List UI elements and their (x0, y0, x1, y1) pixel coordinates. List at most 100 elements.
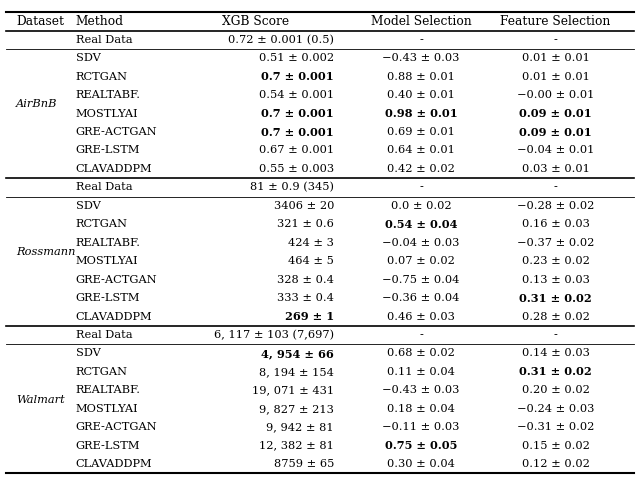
Text: −0.43 ± 0.03: −0.43 ± 0.03 (383, 385, 460, 395)
Text: REALTABF.: REALTABF. (76, 90, 141, 100)
Text: CLAVADDPM: CLAVADDPM (76, 459, 152, 469)
Text: Method: Method (76, 15, 124, 28)
Text: 8, 194 ± 154: 8, 194 ± 154 (259, 367, 334, 377)
Text: Dataset: Dataset (16, 15, 64, 28)
Text: GRE-LSTM: GRE-LSTM (76, 440, 140, 451)
Text: RCTGAN: RCTGAN (76, 367, 127, 377)
Text: GRE-ACTGAN: GRE-ACTGAN (76, 275, 157, 284)
Text: SDV: SDV (76, 53, 100, 63)
Text: −0.28 ± 0.02: −0.28 ± 0.02 (517, 201, 594, 211)
Text: 0.7 ± 0.001: 0.7 ± 0.001 (261, 127, 334, 138)
Text: 0.14 ± 0.03: 0.14 ± 0.03 (522, 348, 589, 358)
Text: 0.7 ± 0.001: 0.7 ± 0.001 (261, 71, 334, 82)
Text: −0.43 ± 0.03: −0.43 ± 0.03 (383, 53, 460, 63)
Text: 0.75 ± 0.05: 0.75 ± 0.05 (385, 440, 458, 451)
Text: SDV: SDV (76, 201, 100, 211)
Text: 0.54 ± 0.04: 0.54 ± 0.04 (385, 219, 458, 230)
Text: 0.42 ± 0.02: 0.42 ± 0.02 (387, 164, 455, 174)
Text: −0.04 ± 0.03: −0.04 ± 0.03 (383, 238, 460, 248)
Text: GRE-ACTGAN: GRE-ACTGAN (76, 422, 157, 432)
Text: -: - (419, 183, 423, 192)
Text: −0.31 ± 0.02: −0.31 ± 0.02 (517, 422, 594, 432)
Text: 0.15 ± 0.02: 0.15 ± 0.02 (522, 440, 589, 451)
Text: 0.51 ± 0.002: 0.51 ± 0.002 (259, 53, 334, 63)
Text: 0.40 ± 0.01: 0.40 ± 0.01 (387, 90, 455, 100)
Text: -: - (554, 35, 557, 45)
Text: GRE-LSTM: GRE-LSTM (76, 145, 140, 156)
Text: 424 ± 3: 424 ± 3 (288, 238, 334, 248)
Text: MOSTLYAI: MOSTLYAI (76, 404, 138, 414)
Text: 0.54 ± 0.001: 0.54 ± 0.001 (259, 90, 334, 100)
Text: −0.04 ± 0.01: −0.04 ± 0.01 (517, 145, 594, 156)
Text: 321 ± 0.6: 321 ± 0.6 (277, 219, 334, 229)
Text: 0.88 ± 0.01: 0.88 ± 0.01 (387, 71, 455, 82)
Text: Rossmann: Rossmann (16, 247, 76, 257)
Text: -: - (419, 35, 423, 45)
Text: -: - (554, 183, 557, 192)
Text: 8759 ± 65: 8759 ± 65 (274, 459, 334, 469)
Text: 0.98 ± 0.01: 0.98 ± 0.01 (385, 108, 458, 119)
Text: 9, 827 ± 213: 9, 827 ± 213 (259, 404, 334, 414)
Text: 0.09 ± 0.01: 0.09 ± 0.01 (519, 108, 592, 119)
Text: RCTGAN: RCTGAN (76, 71, 127, 82)
Text: 0.12 ± 0.02: 0.12 ± 0.02 (522, 459, 589, 469)
Text: Feature Selection: Feature Selection (500, 15, 611, 28)
Text: XGB Score: XGB Score (223, 15, 289, 28)
Text: RCTGAN: RCTGAN (76, 219, 127, 229)
Text: 0.69 ± 0.01: 0.69 ± 0.01 (387, 127, 455, 137)
Text: 0.64 ± 0.01: 0.64 ± 0.01 (387, 145, 455, 156)
Text: REALTABF.: REALTABF. (76, 238, 141, 248)
Text: −0.00 ± 0.01: −0.00 ± 0.01 (517, 90, 594, 100)
Text: CLAVADDPM: CLAVADDPM (76, 164, 152, 174)
Text: 19, 071 ± 431: 19, 071 ± 431 (252, 385, 334, 395)
Text: -: - (554, 330, 557, 340)
Text: 269 ± 1: 269 ± 1 (285, 311, 334, 322)
Text: −0.75 ± 0.04: −0.75 ± 0.04 (383, 275, 460, 284)
Text: Real Data: Real Data (76, 35, 132, 45)
Text: -: - (419, 330, 423, 340)
Text: MOSTLYAI: MOSTLYAI (76, 256, 138, 266)
Text: 0.18 ± 0.04: 0.18 ± 0.04 (387, 404, 455, 414)
Text: 0.72 ± 0.001 (0.5): 0.72 ± 0.001 (0.5) (228, 35, 334, 45)
Text: 333 ± 0.4: 333 ± 0.4 (277, 293, 334, 303)
Text: 0.55 ± 0.003: 0.55 ± 0.003 (259, 164, 334, 174)
Text: 0.07 ± 0.02: 0.07 ± 0.02 (387, 256, 455, 266)
Text: Real Data: Real Data (76, 183, 132, 192)
Text: 464 ± 5: 464 ± 5 (288, 256, 334, 266)
Text: AirBnB: AirBnB (16, 99, 58, 109)
Text: 12, 382 ± 81: 12, 382 ± 81 (259, 440, 334, 451)
Text: −0.11 ± 0.03: −0.11 ± 0.03 (383, 422, 460, 432)
Text: MOSTLYAI: MOSTLYAI (76, 109, 138, 118)
Text: GRE-LSTM: GRE-LSTM (76, 293, 140, 303)
Text: 0.20 ± 0.02: 0.20 ± 0.02 (522, 385, 589, 395)
Text: 0.30 ± 0.04: 0.30 ± 0.04 (387, 459, 455, 469)
Text: 0.67 ± 0.001: 0.67 ± 0.001 (259, 145, 334, 156)
Text: 0.03 ± 0.01: 0.03 ± 0.01 (522, 164, 589, 174)
Text: 0.7 ± 0.001: 0.7 ± 0.001 (261, 108, 334, 119)
Text: 0.01 ± 0.01: 0.01 ± 0.01 (522, 53, 589, 63)
Text: 0.01 ± 0.01: 0.01 ± 0.01 (522, 71, 589, 82)
Text: Model Selection: Model Selection (371, 15, 472, 28)
Text: SDV: SDV (76, 348, 100, 358)
Text: 0.11 ± 0.04: 0.11 ± 0.04 (387, 367, 455, 377)
Text: 328 ± 0.4: 328 ± 0.4 (277, 275, 334, 284)
Text: 4, 954 ± 66: 4, 954 ± 66 (261, 348, 334, 359)
Text: 81 ± 0.9 (345): 81 ± 0.9 (345) (250, 182, 334, 193)
Text: 0.46 ± 0.03: 0.46 ± 0.03 (387, 312, 455, 322)
Text: 9, 942 ± 81: 9, 942 ± 81 (266, 422, 334, 432)
Text: GRE-ACTGAN: GRE-ACTGAN (76, 127, 157, 137)
Text: 0.68 ± 0.02: 0.68 ± 0.02 (387, 348, 455, 358)
Text: Real Data: Real Data (76, 330, 132, 340)
Text: −0.37 ± 0.02: −0.37 ± 0.02 (517, 238, 594, 248)
Text: 0.09 ± 0.01: 0.09 ± 0.01 (519, 127, 592, 138)
Text: −0.24 ± 0.03: −0.24 ± 0.03 (517, 404, 594, 414)
Text: 3406 ± 20: 3406 ± 20 (274, 201, 334, 211)
Text: CLAVADDPM: CLAVADDPM (76, 312, 152, 322)
Text: REALTABF.: REALTABF. (76, 385, 141, 395)
Text: 0.31 ± 0.02: 0.31 ± 0.02 (519, 293, 592, 303)
Text: 6, 117 ± 103 (7,697): 6, 117 ± 103 (7,697) (214, 330, 334, 340)
Text: 0.16 ± 0.03: 0.16 ± 0.03 (522, 219, 589, 229)
Text: 0.13 ± 0.03: 0.13 ± 0.03 (522, 275, 589, 284)
Text: 0.23 ± 0.02: 0.23 ± 0.02 (522, 256, 589, 266)
Text: 0.0 ± 0.02: 0.0 ± 0.02 (391, 201, 451, 211)
